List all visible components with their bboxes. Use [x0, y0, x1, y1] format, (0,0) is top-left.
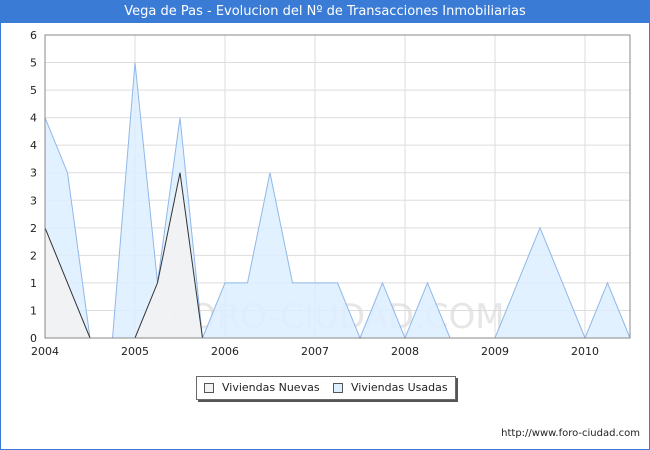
- x-tick-label: 2010: [571, 345, 599, 358]
- legend-swatch-usadas: [333, 383, 343, 393]
- series-viviendas-usadas-line: [44, 62, 631, 340]
- chart-title: Vega de Pas - Evolucion del Nº de Transa…: [0, 0, 650, 23]
- series-viviendas-nuevas-area: [45, 172, 630, 338]
- x-tick-label: 2009: [481, 345, 509, 358]
- y-tick-label: 3: [30, 167, 37, 180]
- x-tick-label: 2007: [301, 345, 329, 358]
- x-tick-label: 2004: [31, 345, 59, 358]
- x-tick-label: 2008: [391, 345, 419, 358]
- y-tick-label: 4: [30, 112, 37, 125]
- y-tick-label: 1: [30, 304, 37, 317]
- source-link[interactable]: http://www.foro-ciudad.com: [501, 428, 640, 439]
- y-tick-label: 2: [30, 249, 37, 262]
- legend-label-usadas: Viviendas Usadas: [351, 381, 448, 394]
- y-tick-label: 1: [30, 277, 37, 290]
- chart-area: FORO-CIUDAD.COM0112233445562004200520062…: [30, 29, 631, 358]
- x-tick-label: 2005: [121, 345, 149, 358]
- y-tick-label: 5: [30, 57, 37, 70]
- legend-label-nuevas: Viviendas Nuevas: [222, 381, 320, 394]
- legend: Viviendas Nuevas Viviendas Usadas: [196, 376, 456, 400]
- y-tick-label: 6: [30, 29, 37, 42]
- y-tick-label: 0: [30, 332, 37, 345]
- y-tick-label: 4: [30, 139, 37, 152]
- y-tick-label: 3: [30, 194, 37, 207]
- y-tick-label: 2: [30, 222, 37, 235]
- y-tick-label: 5: [30, 84, 37, 97]
- x-tick-label: 2006: [211, 345, 239, 358]
- legend-swatch-nuevas: [204, 383, 214, 393]
- plot-border: [44, 34, 631, 339]
